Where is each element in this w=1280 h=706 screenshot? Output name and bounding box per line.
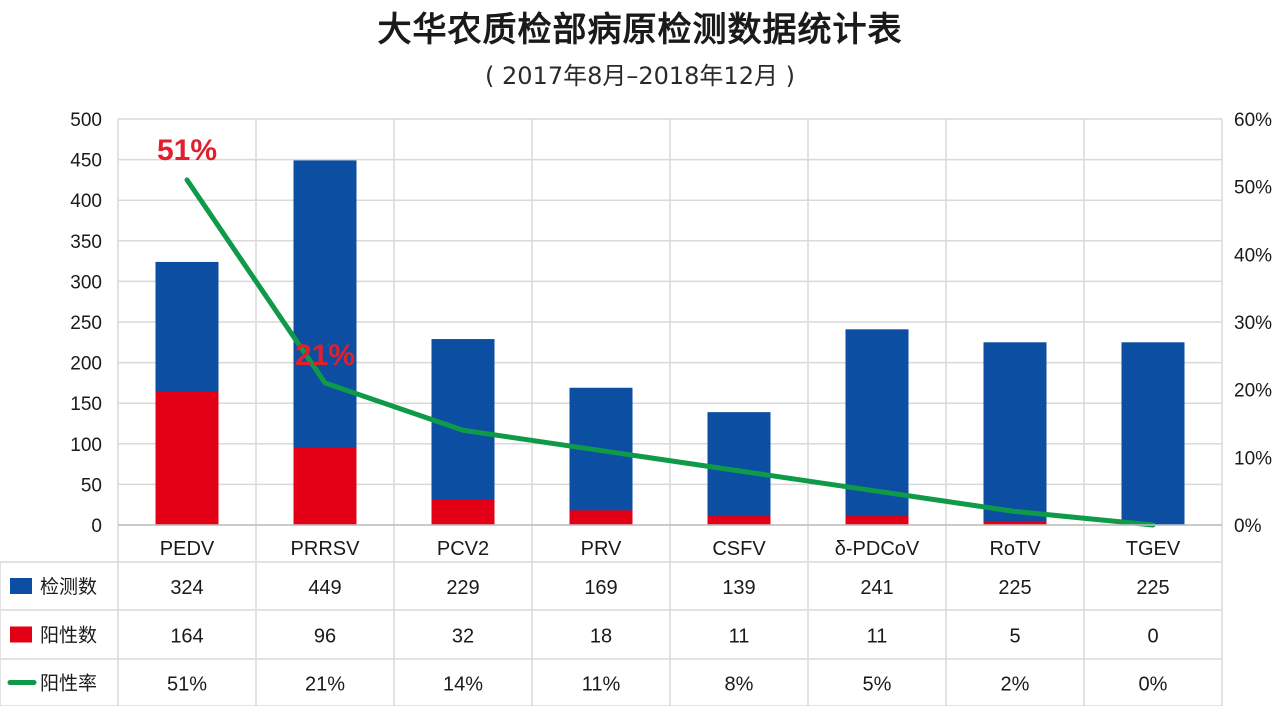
bar-tested <box>1121 342 1185 525</box>
table-cell: 51% <box>167 674 207 696</box>
chart-subtitle: ( 2017年8月–2018年12月 ) <box>485 62 795 90</box>
table-cell: 164 <box>170 626 203 648</box>
table-cell: 225 <box>998 577 1031 599</box>
y-left-tick-label: 200 <box>70 354 102 375</box>
legend-key-swatch <box>10 626 32 643</box>
table-cell: 18 <box>590 626 612 648</box>
gridlines <box>117 118 1223 706</box>
x-tick-label: PEDV <box>160 538 215 560</box>
chart-title: 大华农质检部病原检测数据统计表 <box>377 10 903 50</box>
x-tick-label: δ-PDCoV <box>835 538 920 560</box>
table-cell: 241 <box>860 577 893 599</box>
y-left-tick-label: 150 <box>70 394 102 415</box>
table-cell: 11 <box>729 626 750 648</box>
rate-line <box>184 177 1156 528</box>
y-right-tick-label: 30% <box>1234 313 1272 334</box>
table-cell: 0 <box>1147 626 1158 648</box>
x-tick-label: PCV2 <box>437 538 489 560</box>
table-cell: 5% <box>863 674 892 696</box>
bar-tested <box>983 342 1047 525</box>
bar-positive <box>155 391 219 525</box>
table-cell: 32 <box>452 626 474 648</box>
annotation-label: 21% <box>295 339 355 372</box>
table-cell: 0% <box>1139 674 1168 696</box>
axes: 0 50 100 150 200 250 300 350 400 450 500 0% 10% 20% 30… <box>70 110 1272 560</box>
table-cell: 2% <box>1001 674 1030 696</box>
y-left-tick-label: 0 <box>91 516 102 537</box>
bar-positive <box>707 516 771 525</box>
table-cell: 14% <box>443 674 483 696</box>
table-cell: 169 <box>584 577 617 599</box>
table-cell: 11 <box>867 626 888 648</box>
bars <box>155 160 1185 526</box>
y-right-tick-label: 10% <box>1234 448 1272 469</box>
table-cell: 96 <box>314 626 336 648</box>
table-cell: 225 <box>1136 577 1169 599</box>
table-cell: 229 <box>446 577 479 599</box>
y-left-tick-label: 250 <box>70 313 102 334</box>
y-left-tick-label: 400 <box>70 191 102 212</box>
y-left-tick-label: 300 <box>70 272 102 293</box>
legend-key-swatch <box>10 578 32 594</box>
table-row-label: 检测数 <box>40 576 97 598</box>
table-cell: 139 <box>722 577 755 599</box>
y-right-tick-label: 40% <box>1234 245 1272 266</box>
y-right-tick-label: 50% <box>1234 178 1272 199</box>
table-cell: 21% <box>305 674 345 696</box>
y-right-tick-label: 60% <box>1234 110 1272 131</box>
y-right-tick-label: 0% <box>1234 516 1262 537</box>
table-row-label: 阳性率 <box>40 673 97 695</box>
table-cell: 8% <box>725 674 754 696</box>
y-right-tick-label: 20% <box>1234 381 1272 402</box>
table-cell: 5 <box>1009 626 1020 648</box>
bar-positive <box>431 499 495 525</box>
y-left-tick-label: 350 <box>70 232 102 253</box>
x-tick-label: RoTV <box>989 538 1041 560</box>
y-left-tick-label: 500 <box>70 110 102 131</box>
annotations: 51% 21% <box>157 134 355 372</box>
bar-positive <box>569 510 633 525</box>
data-table: 检测数 324 449 229 169 139 241 225 225 阳性数 164 96 32 18 1… <box>7 576 1170 696</box>
table-cell: 11% <box>582 674 621 696</box>
x-tick-label: PRRSV <box>291 538 361 560</box>
x-tick-label: CSFV <box>712 538 766 560</box>
x-tick-label: PRV <box>581 538 622 560</box>
bar-tested <box>569 387 633 525</box>
table-row-label: 阳性数 <box>40 625 97 647</box>
rate-line-group <box>184 177 1156 528</box>
bar-positive <box>293 447 357 525</box>
annotation-label: 51% <box>157 134 217 167</box>
y-left-tick-label: 50 <box>81 475 102 496</box>
y-left-tick-label: 450 <box>70 151 102 172</box>
table-cell: 324 <box>170 577 203 599</box>
data-table-grid <box>0 561 1222 706</box>
bar-positive <box>845 516 909 525</box>
y-left-tick-label: 100 <box>70 435 102 456</box>
table-cell: 449 <box>308 577 341 599</box>
bar-positive <box>983 520 1047 525</box>
x-tick-label: TGEV <box>1126 538 1181 560</box>
